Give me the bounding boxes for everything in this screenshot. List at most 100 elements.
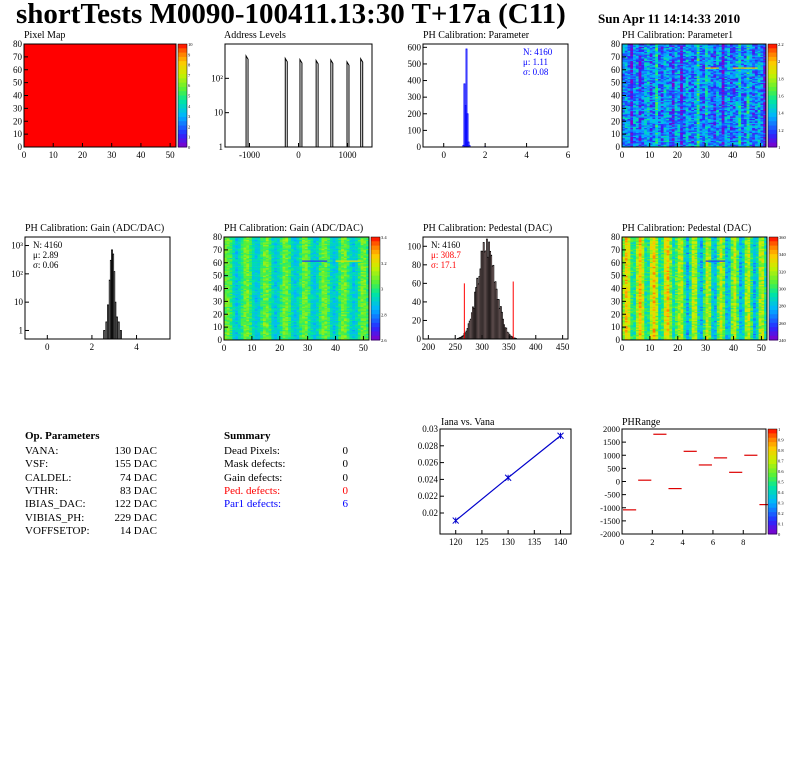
heatmap-cell [638, 65, 642, 68]
heatmap-cell [760, 92, 764, 95]
heatmap-cell [630, 71, 634, 73]
heatmap-cell [752, 60, 756, 63]
heatmap-cell [752, 51, 756, 54]
heatmap-cell [630, 64, 634, 67]
heatmap-cell [646, 132, 650, 135]
heatmap-cell [699, 83, 703, 86]
heatmap-cell [649, 51, 653, 54]
heatmap-cell [652, 121, 656, 123]
heatmap-cell [229, 305, 233, 307]
heatmap-cell [713, 130, 717, 132]
heatmap-cell [757, 67, 761, 69]
heatmap-cell [694, 83, 698, 86]
heatmap-cell [235, 309, 239, 311]
heatmap-cell [658, 143, 662, 145]
heatmap-cell [638, 68, 642, 71]
heatmap-cell [710, 121, 714, 123]
heatmap-cell [685, 107, 689, 109]
heatmap-cell [633, 112, 637, 114]
heatmap-cell [229, 273, 233, 275]
heatmap-cell [735, 140, 739, 143]
heatmap-cell [243, 293, 247, 296]
heatmap-cell [738, 91, 742, 94]
heatmap-cell [671, 58, 675, 60]
heatmap-cell [622, 95, 626, 98]
heatmap-cell [674, 60, 678, 63]
heatmap-cell [724, 135, 728, 137]
heatmap-cell [663, 122, 667, 125]
heatmap-cell [763, 136, 767, 139]
heatmap-cell [669, 51, 673, 54]
heatmap-cell [682, 81, 686, 83]
heatmap-cell [644, 118, 648, 121]
heatmap-cell [732, 82, 736, 85]
heatmap-cell [738, 74, 742, 77]
heatmap-cell [735, 54, 739, 56]
heatmap-cell [674, 137, 678, 140]
heatmap-cell [721, 95, 725, 98]
heatmap-cell [680, 74, 684, 77]
heatmap-cell [741, 56, 745, 59]
heatmap-cell [677, 127, 681, 130]
heatmap-cell [663, 58, 667, 60]
heatmap-cell [229, 318, 233, 320]
heatmap-cell [702, 44, 706, 46]
heatmap-cell [730, 122, 734, 125]
heatmap-cell [644, 82, 648, 85]
heatmap-cell [677, 45, 681, 47]
heatmap-cell [682, 127, 686, 130]
heatmap-cell [622, 46, 626, 49]
heatmap-cell [641, 109, 645, 112]
heatmap-cell [237, 267, 242, 270]
heatmap-cell [235, 256, 239, 258]
heatmap-cell [671, 140, 675, 143]
heatmap-cell [682, 71, 686, 73]
heatmap-cell [663, 77, 667, 80]
heatmap-cell [718, 112, 722, 114]
heatmap-cell [649, 67, 653, 69]
heatmap-cell [749, 56, 753, 59]
heatmap-cell [630, 60, 634, 63]
heatmap-cell [677, 137, 681, 140]
heatmap-cell [741, 118, 745, 121]
ph-gain-hist-panel: PH Calibration: Gain (ADC/DAC) N: 4160 μ:… [0, 222, 200, 352]
heatmap-cell [699, 63, 703, 65]
heatmap-cell [718, 74, 722, 77]
heatmap-cell [735, 81, 739, 83]
heatmap-cell [746, 65, 750, 68]
heatmap-cell [735, 101, 739, 104]
heatmap-cell [754, 90, 758, 92]
heatmap-cell [746, 73, 750, 76]
heatmap-cell [757, 143, 761, 145]
heatmap-cell [243, 296, 247, 298]
y-tick-label: 50 [13, 78, 23, 88]
heatmap-cell [669, 127, 673, 130]
heatmap-cell [688, 94, 692, 96]
heatmap-cell [746, 68, 750, 71]
heatmap-cell [721, 99, 725, 101]
heatmap-cell [749, 132, 753, 135]
heatmap-cell [622, 140, 626, 143]
heatmap-cell [718, 137, 722, 140]
heatmap-cell [660, 135, 664, 137]
heatmap-cell [622, 99, 626, 101]
heatmap-cell [633, 114, 637, 117]
heatmap-cell [752, 140, 756, 143]
heatmap-cell [627, 64, 631, 67]
heatmap-cell [746, 47, 750, 50]
heatmap-cell [763, 63, 767, 65]
heatmap-cell [724, 104, 728, 107]
heatmap-cell [671, 92, 675, 95]
heatmap-cell [644, 116, 648, 118]
heatmap-cell [710, 82, 714, 85]
stats-line: σ: 0.08 [523, 67, 549, 77]
heatmap-cell [763, 122, 767, 125]
heatmap-cell [716, 126, 720, 128]
heatmap-cell [663, 73, 667, 76]
heatmap-cell [666, 51, 670, 54]
heatmap-cell [705, 94, 709, 96]
heatmap-cell [688, 96, 692, 99]
heatmap-cell [699, 125, 703, 127]
heatmap-cell [655, 81, 659, 83]
heatmap-cell [707, 60, 711, 63]
